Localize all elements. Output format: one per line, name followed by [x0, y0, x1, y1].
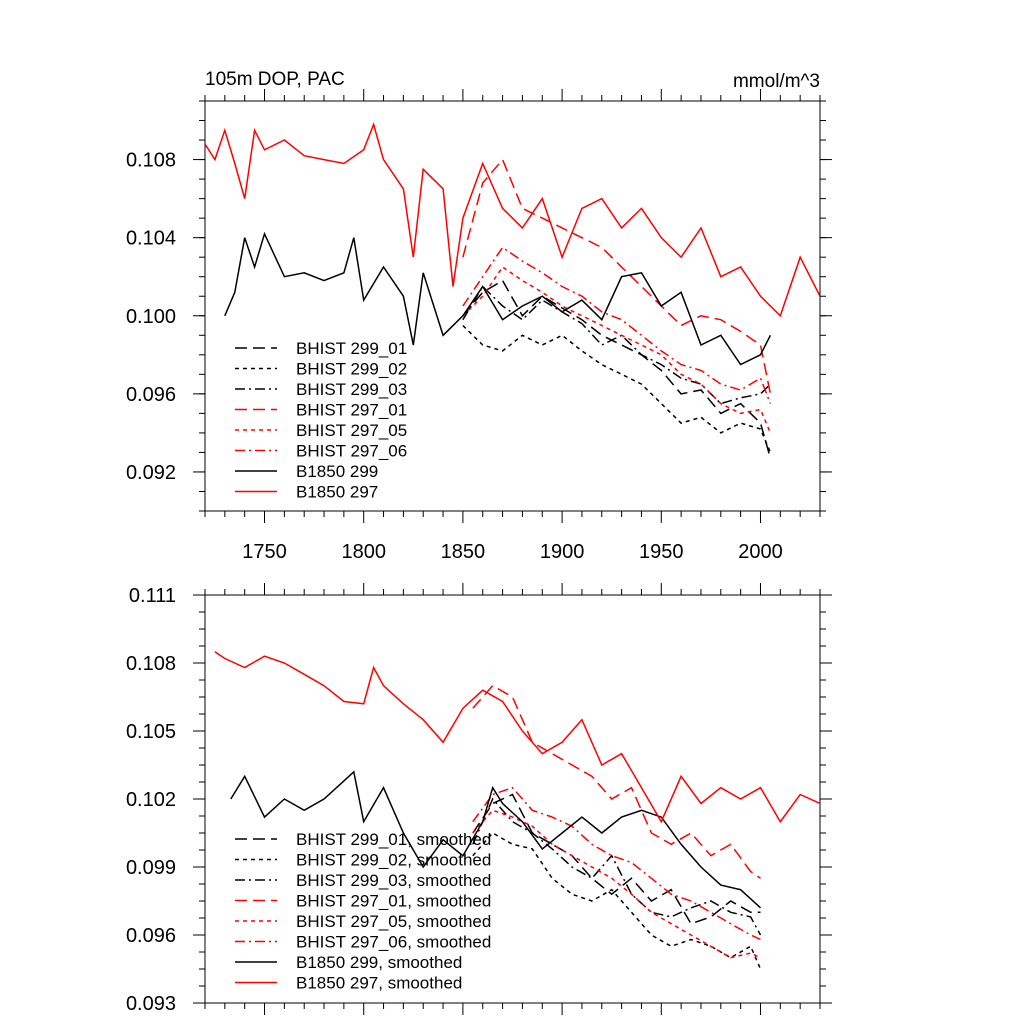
legend-label-bottom-1: BHIST 299_02, smoothed — [296, 851, 491, 870]
legend-label-bottom-4: BHIST 297_05, smoothed — [296, 912, 491, 931]
x-tick-label-top-2000: 2000 — [738, 541, 783, 563]
y-tick-label-bottom: 0.102 — [126, 789, 176, 811]
axes-ticks-bottom: 0.093 0.096 0.099 0.102 0.105 0.108 0.111 — [126, 583, 832, 1015]
legend-label-top-3: BHIST 297_01 — [296, 401, 407, 420]
chart-title-top: 105m DOP, PAC — [205, 69, 345, 90]
series-line-bottom-4 — [472, 809, 761, 959]
y-tick-label-top: 0.104 — [126, 228, 176, 250]
legend-bottom: BHIST 299_01, smoothed BHIST 299_02, smoo… — [235, 830, 491, 993]
legend-label-bottom-7: B1850 297, smoothed — [296, 974, 462, 993]
x-tick-label-top-1950: 1950 — [639, 541, 684, 563]
legend-label-top-7: B1850 297 — [296, 483, 378, 502]
legend-label-bottom-0: BHIST 299_01, smoothed — [296, 830, 491, 849]
y-tick-label-bottom: 0.108 — [126, 653, 176, 675]
legend-label-top-5: BHIST 297_06 — [296, 442, 407, 461]
series-line-top-5 — [462, 246, 772, 404]
series-line-bottom-2 — [472, 797, 762, 936]
legend-label-bottom-5: BHIST 297_06, smoothed — [296, 933, 491, 952]
axes-ticks-top: 1750 1800 1850 1900 1950 2000 0.092 0.096 0.100 0… — [126, 89, 832, 563]
series-line-top-4 — [462, 265, 772, 434]
y-tick-label-top: 0.096 — [126, 384, 176, 406]
x-tick-label-top-1800: 1800 — [341, 541, 386, 563]
legend-label-top-1: BHIST 299_02 — [296, 360, 407, 379]
series-line-bottom-6 — [230, 770, 762, 909]
series-line-top-7 — [205, 122, 820, 318]
series-line-bottom-1 — [472, 832, 762, 970]
y-tick-label-bottom: 0.111 — [129, 585, 176, 607]
series-line-top-0 — [462, 279, 772, 459]
y-tick-label-top: 0.100 — [126, 306, 176, 328]
legend-label-top-4: BHIST 297_05 — [296, 421, 407, 440]
units-label-top: mmol/m^3 — [733, 71, 820, 92]
series-line-top-6 — [224, 231, 772, 366]
panel-top: 105m DOP, PAC mmol/m^3 1750 1800 1850 1900 1… — [126, 69, 832, 563]
series-line-top-1 — [462, 324, 772, 453]
panel-bottom: 0.093 0.096 0.099 0.102 0.105 0.108 0.111 BHIS… — [126, 583, 832, 1015]
x-tick-label-top-1750: 1750 — [242, 541, 287, 563]
legend-label-top-6: B1850 299 — [296, 462, 378, 481]
y-tick-label-top: 0.092 — [126, 462, 176, 484]
y-tick-label-top: 0.108 — [126, 150, 176, 172]
series-line-bottom-0 — [472, 793, 761, 925]
legend-label-top-0: BHIST 299_01 — [296, 339, 407, 358]
y-tick-label-bottom: 0.105 — [126, 721, 176, 743]
series-line-top-3 — [462, 158, 772, 395]
series-line-bottom-5 — [472, 786, 761, 941]
series-line-bottom-3 — [472, 684, 761, 879]
y-tick-label-bottom: 0.099 — [126, 857, 176, 879]
legend-label-bottom-3: BHIST 297_01, smoothed — [296, 892, 491, 911]
legend-label-bottom-2: BHIST 299_03, smoothed — [296, 871, 491, 890]
legend-label-top-2: BHIST 299_03 — [296, 380, 407, 399]
legend-label-bottom-6: B1850 299, smoothed — [296, 953, 462, 972]
series-line-bottom-7 — [214, 651, 820, 824]
series-group-bottom — [214, 651, 820, 970]
x-tick-label-top-1900: 1900 — [540, 541, 585, 563]
series-group-top — [205, 122, 820, 459]
y-tick-label-bottom: 0.096 — [126, 925, 176, 947]
y-tick-label-bottom: 0.093 — [126, 993, 176, 1015]
plot-frame-top — [204, 100, 821, 512]
x-tick-label-top-1850: 1850 — [441, 541, 486, 563]
